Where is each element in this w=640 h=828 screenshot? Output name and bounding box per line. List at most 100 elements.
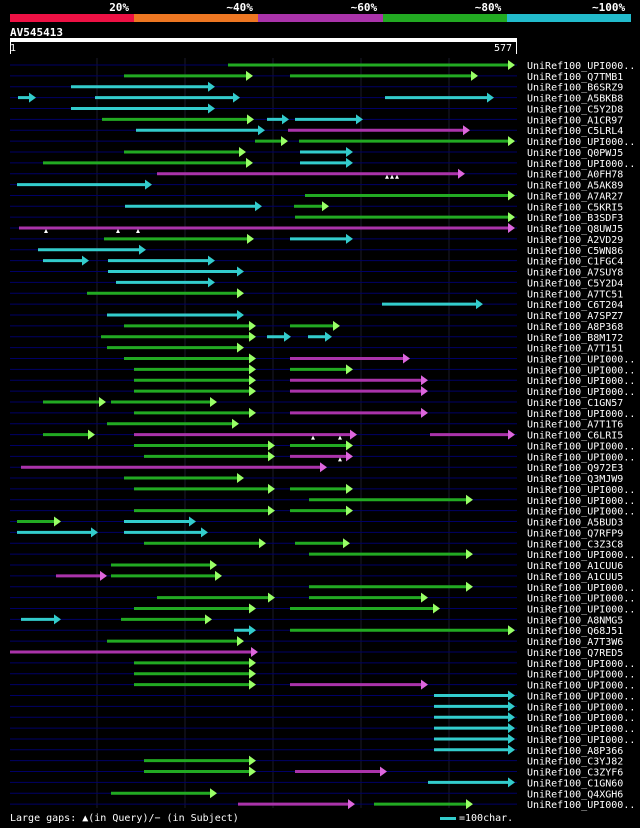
hit-label[interactable]: UniRef100_C5KRI5 <box>527 202 623 213</box>
hit-row[interactable]: UniRef100_UPI000.. <box>10 733 635 746</box>
hit-label[interactable]: UniRef100_C5WN86 <box>527 246 623 257</box>
hit-row[interactable]: UniRef100_Q7RED5 <box>10 646 623 659</box>
hit-label[interactable]: UniRef100_B8M172 <box>527 333 623 344</box>
hit-label[interactable]: UniRef100_B3SDF3 <box>527 213 623 224</box>
hit-row[interactable]: UniRef100_C1GN57 <box>10 396 623 409</box>
hit-row[interactable]: UniRef100_A8NMG5 <box>10 614 623 626</box>
hit-label[interactable]: UniRef100_UPI000.. <box>527 702 635 713</box>
hit-label[interactable]: UniRef100_Q7RFP9 <box>527 528 623 539</box>
hit-row[interactable]: UniRef100_A7SUY8 <box>10 266 623 279</box>
hit-row[interactable]: UniRef100_UPI000.. <box>10 581 635 594</box>
hit-row[interactable]: UniRef100_A0FH78 <box>10 168 623 181</box>
hit-label[interactable]: UniRef100_UPI000.. <box>527 735 635 746</box>
hit-row[interactable]: UniRef100_UPI000.. <box>10 494 635 507</box>
hit-label[interactable]: UniRef100_A1CUU5 <box>527 572 623 583</box>
hit-label[interactable]: UniRef100_UPI000.. <box>527 159 635 170</box>
hit-label[interactable]: UniRef100_A7SPZ7 <box>527 311 623 322</box>
hit-label[interactable]: UniRef100_UPI000.. <box>527 354 635 365</box>
hit-label[interactable]: UniRef100_C5LRL4 <box>527 126 623 137</box>
hit-row[interactable]: UniRef100_C5KRI5 <box>10 201 623 213</box>
hit-row[interactable]: UniRef100_A1CR97 <box>10 114 623 126</box>
hit-row[interactable]: UniRef100_C3YJ82 <box>10 755 623 768</box>
hit-label[interactable]: UniRef100_UPI000.. <box>527 713 635 724</box>
hit-label[interactable]: UniRef100_UPI000.. <box>527 583 635 594</box>
hit-row[interactable]: UniRef100_UPI000.. <box>10 799 635 811</box>
hit-row[interactable]: UniRef100_A7TC51 <box>10 288 623 300</box>
hit-row[interactable]: UniRef100_C5Y2D4 <box>10 277 623 289</box>
hit-label[interactable]: UniRef100_A7AR27 <box>527 191 623 202</box>
hit-row[interactable]: UniRef100_C6T204 <box>10 299 623 311</box>
hit-label[interactable]: UniRef100_C3YJ82 <box>527 757 623 768</box>
hit-row[interactable]: UniRef100_A5BUD3 <box>10 516 623 529</box>
hit-label[interactable]: UniRef100_A5AK89 <box>527 181 623 192</box>
hit-label[interactable]: UniRef100_UPI000.. <box>527 594 635 605</box>
hit-row[interactable]: UniRef100_UPI000.. <box>10 668 635 681</box>
hit-label[interactable]: UniRef100_UPI000.. <box>527 550 635 561</box>
hit-row[interactable]: UniRef100_UPI000.. <box>10 483 635 496</box>
hit-row[interactable]: UniRef100_UPI000.. <box>10 723 635 735</box>
hit-row[interactable]: UniRef100_UPI000.. <box>10 549 635 561</box>
hit-label[interactable]: UniRef100_C1GN60 <box>527 778 623 789</box>
hit-row[interactable]: UniRef100_A8P366 <box>10 744 623 757</box>
hit-row[interactable]: UniRef100_UPI000.. <box>10 701 635 713</box>
hit-label[interactable]: UniRef100_A5BKB8 <box>527 94 623 105</box>
hit-label[interactable]: UniRef100_B6SRZ9 <box>527 83 623 94</box>
hit-row[interactable]: UniRef100_UPI000.. <box>10 603 635 616</box>
hit-label[interactable]: UniRef100_UPI000.. <box>527 485 635 496</box>
hit-row[interactable]: UniRef100_C3Z3C8 <box>10 538 623 550</box>
hit-row[interactable]: UniRef100_Q3MJW9 <box>10 473 623 485</box>
hit-label[interactable]: UniRef100_A7TC51 <box>527 289 623 300</box>
hit-row[interactable]: UniRef100_Q4XGH6 <box>10 788 623 800</box>
hit-row[interactable]: UniRef100_UPI000.. <box>10 657 635 670</box>
hit-label[interactable]: UniRef100_A5BUD3 <box>527 518 623 529</box>
hit-row[interactable]: UniRef100_UPI000.. <box>10 440 635 452</box>
hit-label[interactable]: UniRef100_UPI000.. <box>527 659 635 670</box>
hit-label[interactable]: UniRef100_UPI000.. <box>527 441 635 452</box>
hit-row[interactable]: UniRef100_Q8UWJ5 <box>10 223 623 235</box>
hit-label[interactable]: UniRef100_UPI000.. <box>527 800 635 811</box>
hit-row[interactable]: UniRef100_UPI000.. <box>10 375 635 387</box>
hit-label[interactable]: UniRef100_A8NMG5 <box>527 615 623 626</box>
hit-label[interactable]: UniRef100_UPI000.. <box>527 387 635 398</box>
hit-row[interactable]: UniRef100_Q972E3 <box>10 462 623 474</box>
hit-label[interactable]: UniRef100_UPI000.. <box>527 452 635 463</box>
hit-label[interactable]: UniRef100_UPI000.. <box>527 507 635 518</box>
hit-label[interactable]: UniRef100_C1GN57 <box>527 398 623 409</box>
hit-label[interactable]: UniRef100_C3Z3C8 <box>527 539 623 550</box>
hit-row[interactable]: UniRef100_A7AR27 <box>10 190 623 202</box>
hit-label[interactable]: UniRef100_UPI000.. <box>527 605 635 616</box>
hit-row[interactable]: UniRef100_UPI000.. <box>10 592 635 605</box>
hit-row[interactable]: UniRef100_A8P368 <box>10 320 623 333</box>
hit-label[interactable]: UniRef100_C5Y2D8 <box>527 104 623 115</box>
hit-row[interactable]: UniRef100_C1GN60 <box>10 777 623 789</box>
hit-row[interactable]: UniRef100_B6SRZ9 <box>10 81 623 94</box>
hit-row[interactable]: UniRef100_C1FGC4 <box>10 255 623 268</box>
hit-label[interactable]: UniRef100_UPI000.. <box>527 496 635 507</box>
hit-label[interactable]: UniRef100_UPI000.. <box>527 681 635 692</box>
hit-row[interactable]: UniRef100_Q7RFP9 <box>10 527 623 539</box>
hit-row[interactable]: UniRef100_B3SDF3 <box>10 212 623 224</box>
hit-row[interactable]: UniRef100_UPI000.. <box>10 136 635 148</box>
hit-label[interactable]: UniRef100_A2VD29 <box>527 235 623 246</box>
hit-label[interactable]: UniRef100_A1CR97 <box>527 115 623 126</box>
hit-row[interactable]: UniRef100_A5BKB8 <box>10 92 623 105</box>
hit-label[interactable]: UniRef100_Q0PWJ5 <box>527 148 623 159</box>
hit-row[interactable]: UniRef100_A5AK89 <box>10 179 623 192</box>
hit-row[interactable]: UniRef100_A1CUU5 <box>10 570 623 583</box>
hit-label[interactable]: UniRef100_A7T151 <box>527 344 623 355</box>
hit-row[interactable]: UniRef100_UPI000.. <box>10 451 635 463</box>
hit-row[interactable]: UniRef100_C5Y2D8 <box>10 103 623 115</box>
hit-label[interactable]: UniRef100_UPI000.. <box>527 670 635 681</box>
hit-label[interactable]: UniRef100_C3ZYF6 <box>527 768 623 779</box>
hit-row[interactable]: UniRef100_UPI000.. <box>10 157 635 170</box>
hit-row[interactable]: UniRef100_A7T1T6 <box>10 418 623 431</box>
hit-row[interactable]: UniRef100_UPI000.. <box>10 407 635 420</box>
hit-row[interactable]: UniRef100_B8M172 <box>10 331 623 344</box>
hit-label[interactable]: UniRef100_C6LRI5 <box>527 431 623 442</box>
hit-label[interactable]: UniRef100_UPI000.. <box>527 376 635 387</box>
hit-label[interactable]: UniRef100_Q7TMB1 <box>527 72 623 83</box>
hit-row[interactable]: UniRef100_Q0PWJ5 <box>10 146 623 159</box>
hit-label[interactable]: UniRef100_C1FGC4 <box>527 257 623 268</box>
hit-label[interactable]: UniRef100_A1CUU6 <box>527 561 623 572</box>
hit-label[interactable]: UniRef100_Q68J51 <box>527 626 623 637</box>
